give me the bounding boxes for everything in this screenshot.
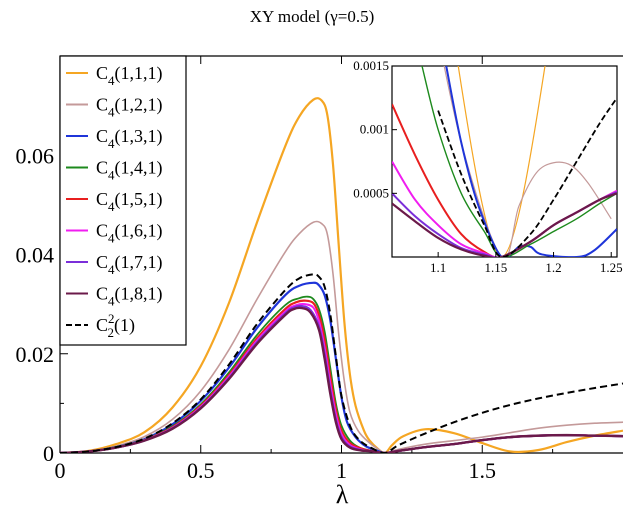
main-plot: 0 0.5 1 1.5 0 0.02 0.04 0.06 xyxy=(16,55,623,483)
legend: C4(1,1,1) C4(1,2,1) C4(1,3,1) C4(1,4,1) C4(1… xyxy=(59,55,187,346)
inset-y-tick-label: 0.0015 xyxy=(353,58,389,73)
inset-series-line-C4(1,8,1) xyxy=(392,192,617,257)
y-tick-label: 0.04 xyxy=(16,243,55,268)
legend-label: C4(1,7,1) xyxy=(96,252,163,277)
series-line-C2^2(1) xyxy=(59,273,623,453)
x-tick-label: 0 xyxy=(55,458,66,483)
legend-label: C4(1,6,1) xyxy=(96,221,163,246)
inset-x-tick-label: 1.2 xyxy=(545,260,561,275)
y-tick-label: 0.02 xyxy=(16,342,55,367)
x-axis-label: λ xyxy=(336,480,349,507)
x-tick-label: 0.5 xyxy=(187,458,215,483)
inset-plot: 1.1 1.15 1.2 1.25 0.0005 0.001 0.0015 xyxy=(353,58,623,275)
legend-label: C4(1,1,1) xyxy=(96,63,163,88)
legend-label: C4(1,8,1) xyxy=(96,284,163,309)
inset-x-tick-label: 1.25 xyxy=(600,260,623,275)
main-series-group xyxy=(59,97,623,453)
inset-y-tick-label: 0.0005 xyxy=(353,185,389,200)
inset-series-line-C4(1,4,1) xyxy=(421,66,617,257)
x-tick-label: 1 xyxy=(336,458,347,483)
series-line-C4(1,2,1) xyxy=(59,220,623,453)
legend-label: C4(1,5,1) xyxy=(96,189,163,214)
inset-series-group xyxy=(392,66,617,257)
chart-title: XY model (γ=0.5) xyxy=(250,7,375,26)
inset-x-tick-label: 1.15 xyxy=(484,260,507,275)
y-tick-label: 0.06 xyxy=(16,143,55,168)
x-tick-label: 1.5 xyxy=(469,458,497,483)
legend-label: C2 2(1) xyxy=(96,311,135,340)
inset-x-tick-label: 1.1 xyxy=(430,260,446,275)
y-tick-label: 0 xyxy=(43,441,54,466)
legend-label: C4(1,2,1) xyxy=(96,95,163,120)
legend-label: C4(1,4,1) xyxy=(96,158,163,183)
inset-y-tick-label: 0.001 xyxy=(360,122,389,137)
legend-label: C4(1,3,1) xyxy=(96,126,163,151)
inset-series-line-C2^2(1) xyxy=(437,97,617,257)
series-line-C4(1,8,1) xyxy=(59,306,623,453)
